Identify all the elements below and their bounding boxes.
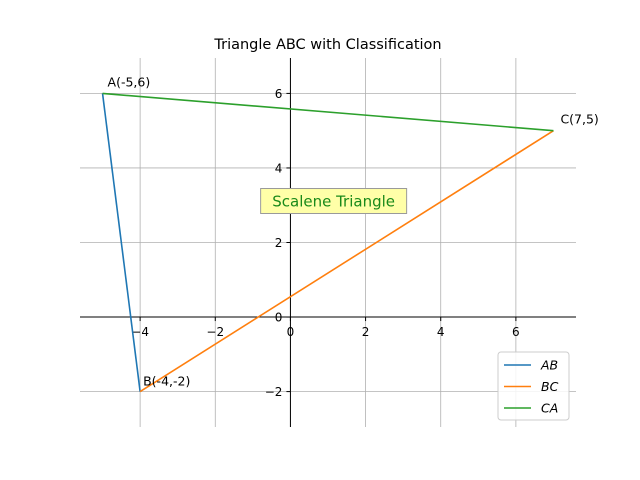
x-tick-label: 6: [512, 325, 520, 339]
x-tick-label: −4: [131, 325, 149, 339]
y-tick-label: 4: [275, 161, 283, 175]
point-label-a: A(-5,6): [108, 74, 151, 89]
point-label-b: B(-4,-2): [143, 374, 190, 389]
point-label-c: C(7,5): [560, 112, 598, 127]
series-lines: [101, 92, 554, 393]
y-tick-label: −2: [265, 385, 283, 399]
x-tick-label: −2: [206, 325, 224, 339]
chart-title: Triangle ABC with Classification: [213, 37, 441, 53]
legend: AB BC CA: [497, 351, 570, 421]
x-tick-label: 4: [437, 325, 445, 339]
ticks: −4 −2 0 2 4 6 −2 0 2 4 6: [131, 87, 519, 399]
x-tick-label: 2: [362, 325, 370, 339]
legend-label-ca: CA: [541, 401, 558, 416]
legend-box: [497, 351, 570, 421]
y-tick-label: 0: [275, 311, 283, 325]
legend-label-bc: BC: [541, 379, 559, 394]
series-line-ab: [101, 93, 141, 392]
annotation-box: [260, 188, 408, 214]
y-tick-label: 2: [275, 236, 283, 250]
annotation-text: Scalene Triangle: [272, 193, 395, 211]
y-tick-label: 6: [275, 87, 283, 101]
classification-annotation: Scalene Triangle: [260, 188, 408, 214]
series-line-bc: [139, 130, 554, 393]
series-line-ca: [102, 92, 554, 132]
legend-label-ab: AB: [540, 358, 558, 373]
point-labels: A(-5,6) B(-4,-2) C(7,5): [108, 74, 599, 388]
x-tick-label: 0: [287, 325, 295, 339]
